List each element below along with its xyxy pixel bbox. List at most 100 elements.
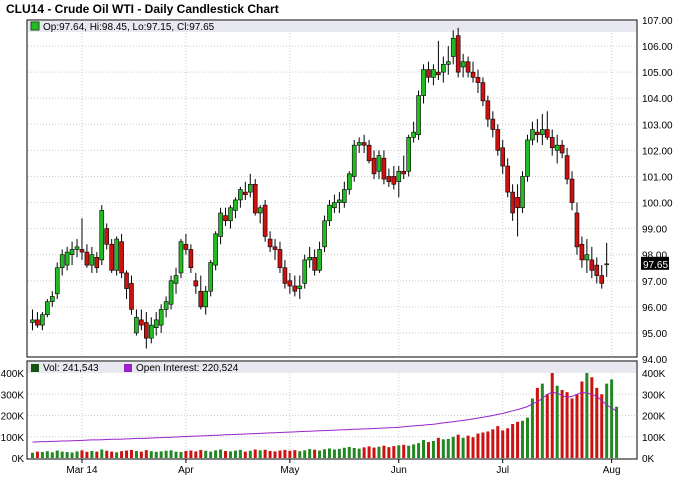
price-gridlines bbox=[28, 33, 636, 356]
candle bbox=[361, 134, 367, 153]
volume-bar bbox=[154, 451, 158, 458]
candle bbox=[267, 231, 273, 253]
volume-bar bbox=[303, 450, 307, 458]
volume-bar bbox=[50, 452, 54, 458]
candle-body bbox=[599, 275, 605, 284]
volume-bar bbox=[288, 450, 292, 458]
candle bbox=[35, 312, 40, 328]
price-y-tick-label: 107.00 bbox=[642, 16, 673, 27]
candle bbox=[109, 239, 114, 273]
candle-body bbox=[515, 197, 520, 209]
price-y-tick-label: 96.00 bbox=[642, 303, 667, 314]
x-tick-label: Jun bbox=[391, 465, 407, 476]
candle bbox=[153, 312, 159, 336]
x-tick-label: Aug bbox=[603, 465, 621, 476]
candle-body bbox=[485, 100, 491, 120]
volume-y-tick-label-right: 0K bbox=[642, 454, 655, 465]
candle bbox=[168, 275, 174, 310]
candle bbox=[475, 69, 481, 94]
volume-bar bbox=[214, 450, 218, 458]
candle bbox=[445, 46, 451, 75]
candle-body bbox=[64, 251, 70, 266]
volume-bar bbox=[263, 449, 267, 458]
volume-bar bbox=[169, 450, 173, 458]
candle bbox=[544, 111, 550, 140]
candle-body bbox=[79, 249, 85, 253]
candle bbox=[49, 291, 55, 307]
candle bbox=[599, 265, 605, 289]
volume-bar bbox=[580, 381, 584, 458]
volume-legend-text: Vol: 241,543 bbox=[43, 363, 99, 374]
candle bbox=[238, 186, 243, 208]
candle bbox=[515, 184, 520, 237]
volume-bar bbox=[100, 449, 104, 458]
candle-body bbox=[381, 157, 387, 180]
price-y-tick-label: 102.00 bbox=[642, 146, 673, 157]
candle bbox=[257, 205, 263, 224]
candle bbox=[114, 236, 119, 276]
candle bbox=[173, 267, 179, 294]
candle-body bbox=[252, 183, 258, 214]
x-axis: Mar 14 Apr May Jun Jul Aug bbox=[27, 458, 637, 476]
candle-body bbox=[530, 129, 535, 141]
candle-body bbox=[465, 61, 471, 73]
volume-bar bbox=[357, 448, 361, 458]
candle-body bbox=[342, 189, 347, 203]
candle bbox=[198, 275, 204, 310]
candle bbox=[455, 27, 461, 78]
candle-body bbox=[366, 144, 372, 162]
candle-body bbox=[272, 246, 278, 250]
volume-bar bbox=[308, 449, 312, 458]
candle bbox=[99, 205, 105, 266]
candle-body bbox=[445, 61, 451, 65]
candle bbox=[589, 246, 595, 279]
candle bbox=[505, 158, 510, 198]
volume-bar bbox=[516, 421, 520, 458]
x-tick-label: Mar 14 bbox=[66, 465, 98, 476]
price-y-tick-label: 106.00 bbox=[642, 42, 673, 53]
volume-bar bbox=[387, 447, 391, 458]
volume-y-tick-label-left: 400K bbox=[1, 369, 25, 380]
candle-body bbox=[569, 178, 575, 203]
volume-bar bbox=[466, 435, 470, 458]
volume-bar bbox=[298, 451, 302, 458]
volume-bar bbox=[377, 446, 381, 458]
candle-body bbox=[153, 319, 159, 329]
volume-bar bbox=[446, 438, 450, 458]
candle bbox=[74, 239, 80, 258]
candle bbox=[554, 134, 560, 164]
candle-body bbox=[510, 191, 515, 214]
candle-body bbox=[554, 144, 560, 151]
candle-body bbox=[391, 176, 397, 185]
volume-bar bbox=[471, 437, 475, 458]
candle bbox=[401, 155, 407, 180]
candle-body bbox=[312, 256, 317, 271]
price-y-tick-label: 97.00 bbox=[642, 277, 667, 288]
volume-bar bbox=[233, 450, 237, 458]
volume-bar bbox=[605, 383, 609, 458]
candle-body bbox=[218, 212, 223, 237]
candle-body bbox=[574, 212, 580, 248]
volume-bar bbox=[209, 451, 213, 458]
candle bbox=[549, 129, 555, 156]
candle bbox=[218, 207, 223, 245]
volume-bar bbox=[545, 394, 549, 458]
candle bbox=[282, 259, 288, 289]
candle-body bbox=[421, 69, 426, 96]
candle bbox=[569, 171, 575, 211]
candle-body bbox=[411, 131, 416, 138]
candle bbox=[30, 309, 35, 331]
candle bbox=[247, 173, 253, 198]
candle bbox=[312, 249, 317, 276]
candle-body bbox=[351, 144, 357, 177]
volume-bar bbox=[481, 432, 485, 458]
price-legend-text: Op:97.64, Hi:98.45, Lo:97.15, Cl:97.65 bbox=[43, 22, 215, 33]
volume-bar bbox=[441, 439, 445, 458]
candle bbox=[346, 171, 352, 195]
candle bbox=[203, 285, 209, 315]
candle-body bbox=[361, 142, 367, 146]
candle bbox=[84, 244, 90, 268]
candle bbox=[188, 244, 194, 273]
volume-bar bbox=[372, 447, 376, 458]
candle-body bbox=[114, 238, 119, 271]
